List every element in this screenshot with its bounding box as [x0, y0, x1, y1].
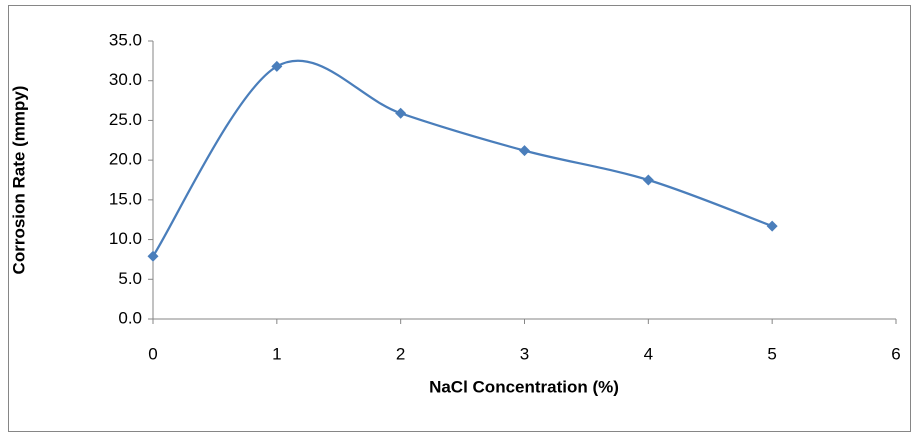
data-point	[147, 250, 159, 262]
y-axis-title: Corrosion Rate (mmpy)	[9, 86, 28, 275]
y-tick-label: 20.0	[109, 150, 142, 169]
y-tick-label: 30.0	[109, 70, 142, 89]
x-tick-label: 6	[891, 344, 900, 363]
x-tick-label: 5	[767, 344, 776, 363]
series-line	[152, 59, 773, 257]
x-tick-label: 0	[148, 344, 157, 363]
data-point	[395, 107, 407, 119]
x-tick-label: 1	[272, 344, 281, 363]
data-point	[271, 60, 283, 72]
y-tick-label: 15.0	[109, 189, 142, 208]
y-tick-label: 0.0	[118, 308, 142, 327]
y-tick-label: 10.0	[109, 229, 142, 248]
x-tick-label: 4	[644, 344, 653, 363]
y-tick-label: 35.0	[109, 30, 142, 49]
x-tick-label: 2	[396, 344, 405, 363]
chart-border	[8, 5, 911, 432]
data-point	[519, 145, 530, 157]
y-tick-label: 5.0	[118, 269, 142, 288]
data-point	[766, 220, 778, 232]
x-axis-title: NaCl Concentration (%)	[429, 377, 619, 396]
x-tick-label: 3	[520, 344, 529, 363]
data-point	[642, 174, 654, 186]
y-tick-label: 25.0	[109, 110, 142, 129]
